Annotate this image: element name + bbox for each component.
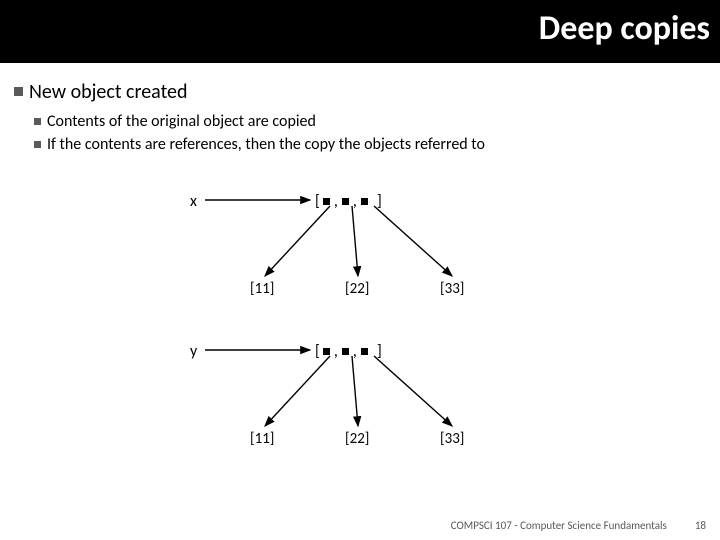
diagram: x [ , , ] [11] [22] [33] y [ , , ] [11] … — [140, 180, 580, 500]
var-y: y — [190, 342, 197, 361]
bullet-level1: New object created — [14, 80, 704, 104]
arrows-svg — [140, 180, 580, 500]
bracket-open: [ — [315, 342, 320, 361]
comma: , — [333, 342, 339, 361]
ref-dot-icon — [323, 348, 330, 355]
ref-value: [11] — [250, 280, 274, 298]
bullet-text: New object created — [29, 80, 188, 104]
page-title: Deep copies — [539, 8, 710, 49]
bullet-level2: Contents of the original object are copi… — [34, 112, 704, 131]
ref-dot-icon — [361, 198, 368, 205]
ref-value: [33] — [440, 280, 464, 298]
bullet-square-icon — [14, 87, 23, 96]
footer-page: 18 — [695, 519, 706, 532]
bullet-list: New object created Contents of the origi… — [14, 80, 704, 158]
ref-dot-icon — [323, 198, 330, 205]
comma: , — [352, 192, 358, 211]
comma: , — [352, 342, 358, 361]
ref-value: [11] — [250, 430, 274, 448]
ref-value: [33] — [440, 430, 464, 448]
list-y: [ , , ] — [315, 342, 382, 361]
bracket-close: ] — [377, 192, 382, 211]
bracket-close: ] — [377, 342, 382, 361]
footer: COMPSCI 107 - Computer Science Fundament… — [451, 519, 706, 532]
title-rule — [0, 60, 720, 63]
bullet-square-icon — [34, 118, 41, 125]
bullet-text: Contents of the original object are copi… — [47, 112, 316, 131]
ref-value: [22] — [345, 430, 369, 448]
bullet-square-icon — [34, 141, 41, 148]
ref-dot-icon — [342, 348, 349, 355]
footer-course: COMPSCI 107 - Computer Science Fundament… — [451, 519, 667, 532]
bracket-open: [ — [315, 192, 320, 211]
ref-dot-icon — [361, 348, 368, 355]
bullet-level2: If the contents are references, then the… — [34, 135, 704, 154]
ref-value: [22] — [345, 280, 369, 298]
bullet-text: If the contents are references, then the… — [47, 135, 485, 154]
slide: Deep copies New object created Contents … — [0, 0, 720, 540]
ref-dot-icon — [342, 198, 349, 205]
comma: , — [333, 192, 339, 211]
list-x: [ , , ] — [315, 192, 382, 211]
var-x: x — [190, 192, 197, 211]
